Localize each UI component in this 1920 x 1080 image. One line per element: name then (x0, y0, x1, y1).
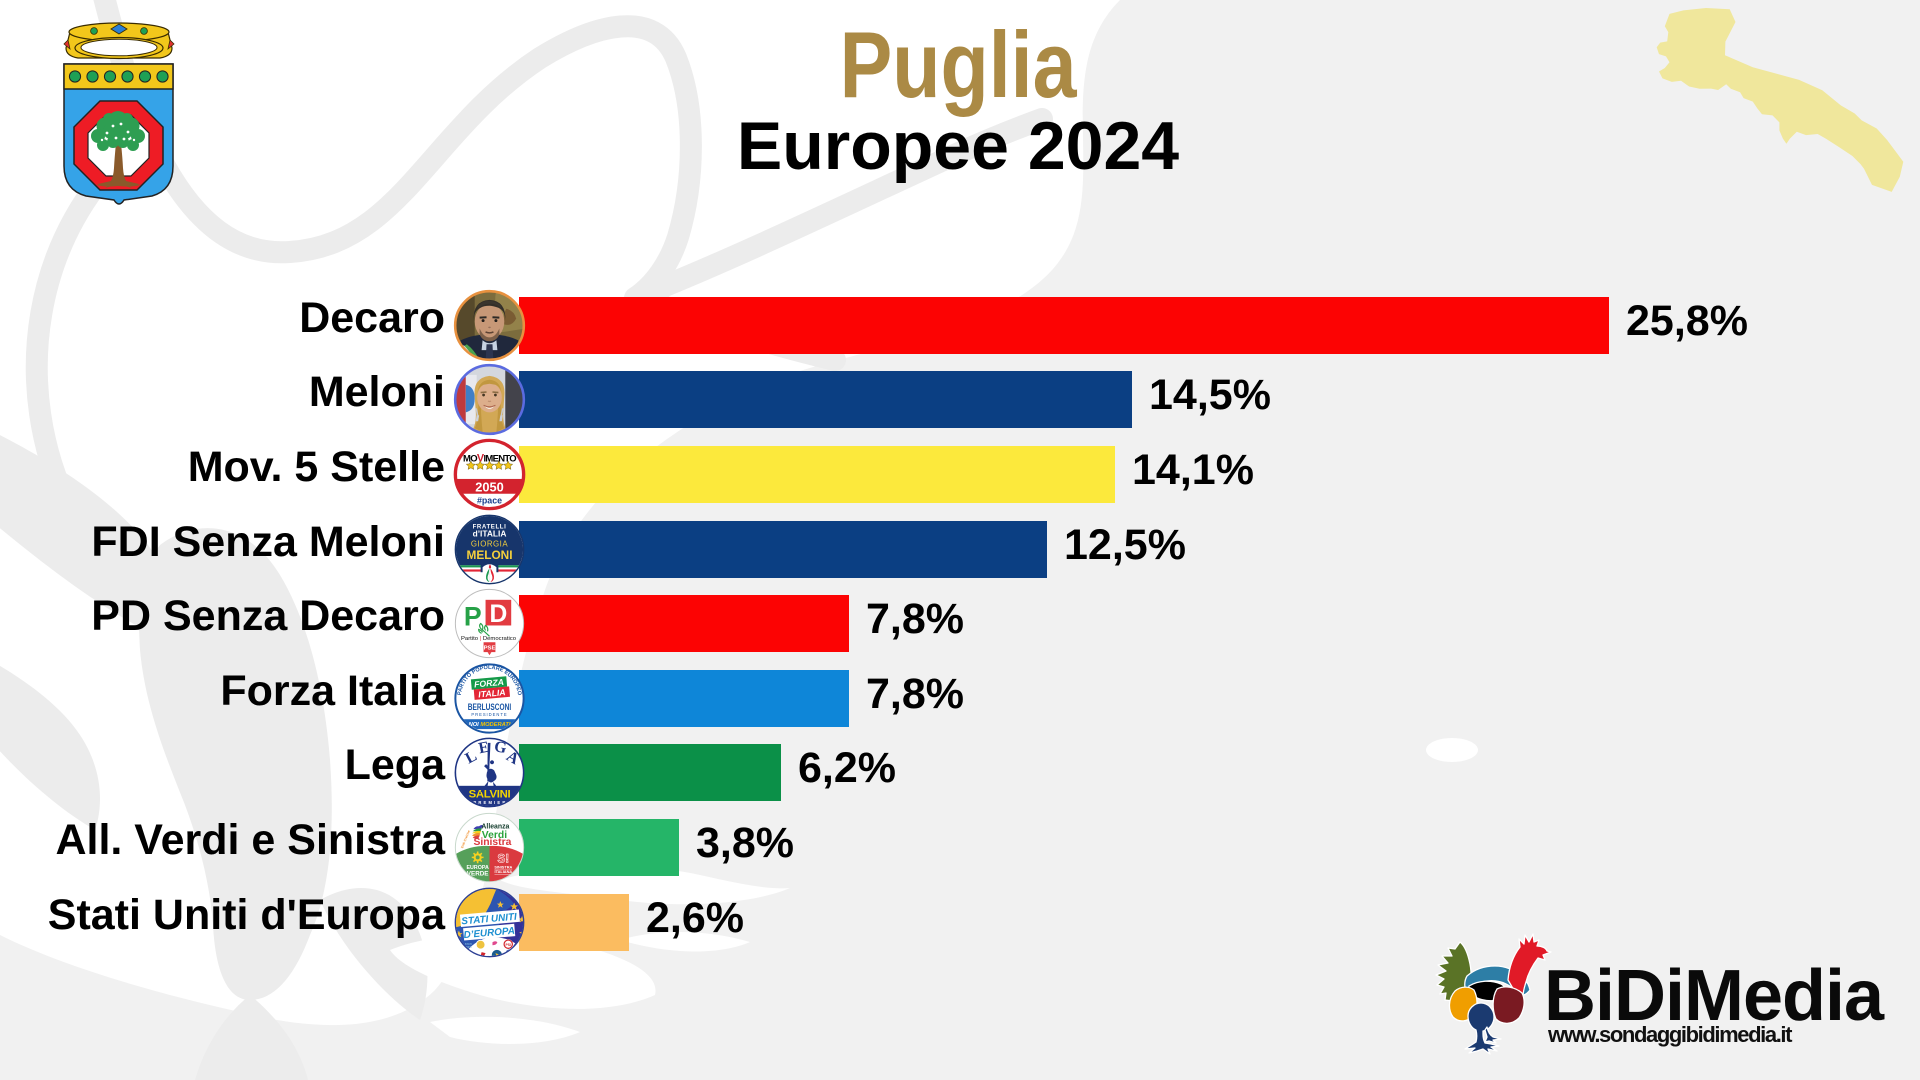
svg-text:BERLUSCONI: BERLUSCONI (468, 702, 511, 712)
svg-text:STATI: STATI (465, 942, 472, 946)
svg-text:UNITI: UNITI (465, 945, 472, 949)
svg-text:PREMIER: PREMIER (473, 800, 507, 805)
svg-text:SALVINI: SALVINI (469, 789, 511, 801)
svg-text:ITALIANA: ITALIANA (495, 870, 513, 874)
svg-text:S!: S! (497, 851, 509, 865)
svg-text:EUROPA: EUROPA (466, 865, 488, 871)
svg-text:Verdi: Verdi (482, 830, 507, 841)
svg-text:2050: 2050 (475, 479, 504, 494)
svg-text:Alleanza: Alleanza (481, 823, 509, 830)
svg-text:Partito | Democratico: Partito | Democratico (461, 636, 517, 642)
svg-text:D’EUROPA: D’EUROPA (463, 926, 515, 941)
svg-text:Sinistra: Sinistra (473, 837, 511, 848)
svg-text:PRESIDENTE: PRESIDENTE (471, 712, 507, 717)
svg-text:STATI UNITI: STATI UNITI (461, 912, 518, 928)
svg-text:D: D (489, 601, 507, 628)
svg-text:MOVIMENTO: MOVIMENTO (463, 453, 516, 465)
svg-text:ITALIA: ITALIA (478, 687, 506, 699)
svg-text:E: E (477, 739, 491, 758)
svg-text:MELONI: MELONI (467, 548, 513, 562)
svg-text:FRATELLI: FRATELLI (473, 523, 507, 530)
svg-text:SINISTRA: SINISTRA (494, 866, 512, 870)
svg-text:PSI: PSI (506, 943, 511, 947)
svg-text:VERDE: VERDE (467, 871, 489, 878)
svg-text:C: C (508, 952, 511, 957)
svg-text:NOI MODERATI: NOI MODERATI (469, 722, 511, 728)
svg-text:#pace: #pace (477, 496, 502, 506)
svg-text:GIORGIA: GIORGIA (471, 540, 508, 549)
svg-text:P: P (464, 601, 482, 631)
svg-text:PSE: PSE (484, 646, 496, 652)
svg-text:d’ITALIA: d’ITALIA (473, 529, 507, 539)
svg-text:Enti Civiche: Enti Civiche (460, 829, 471, 848)
svg-text:G: G (493, 738, 508, 757)
svg-text:FORZA: FORZA (474, 677, 505, 690)
